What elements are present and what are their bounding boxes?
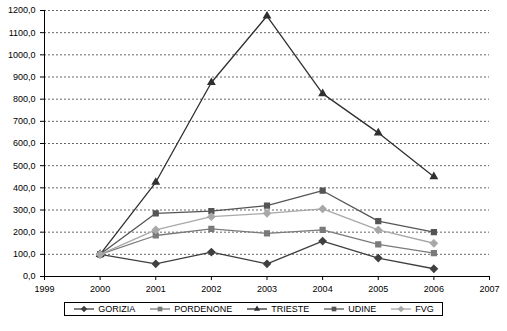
svg-text:900,0: 900,0 [13, 72, 36, 82]
svg-text:1000,0: 1000,0 [8, 50, 36, 60]
svg-text:100,0: 100,0 [13, 249, 36, 259]
svg-text:600,0: 600,0 [13, 138, 36, 148]
svg-text:1999: 1999 [34, 284, 54, 294]
html-text:FVG: FVG [415, 304, 434, 314]
svg-text:300,0: 300,0 [13, 205, 36, 215]
svg-text:2002: 2002 [201, 284, 221, 294]
svg-text:2005: 2005 [368, 284, 388, 294]
svg-text:2004: 2004 [313, 284, 333, 294]
svg-text:2003: 2003 [257, 284, 277, 294]
svg-text:2006: 2006 [424, 284, 444, 294]
html-text:TRIESTE: TRIESTE [271, 304, 310, 314]
svg-text:2000: 2000 [90, 284, 110, 294]
html-text:GORIZIA: GORIZIA [98, 304, 136, 314]
svg-text:400,0: 400,0 [13, 183, 36, 193]
svg-text:2001: 2001 [146, 284, 166, 294]
svg-text:2007: 2007 [479, 284, 499, 294]
svg-text:1100,0: 1100,0 [9, 28, 36, 38]
svg-text:700,0: 700,0 [13, 116, 36, 126]
html-text:PORDENONE: PORDENONE [174, 304, 233, 314]
svg-text:0,0: 0,0 [23, 271, 36, 281]
html-text:UDINE: UDINE [348, 304, 377, 314]
svg-text:200,0: 200,0 [13, 227, 36, 237]
svg-text:500,0: 500,0 [13, 161, 36, 171]
svg-text:1200,0: 1200,0 [8, 5, 36, 15]
svg-text:800,0: 800,0 [13, 94, 36, 104]
